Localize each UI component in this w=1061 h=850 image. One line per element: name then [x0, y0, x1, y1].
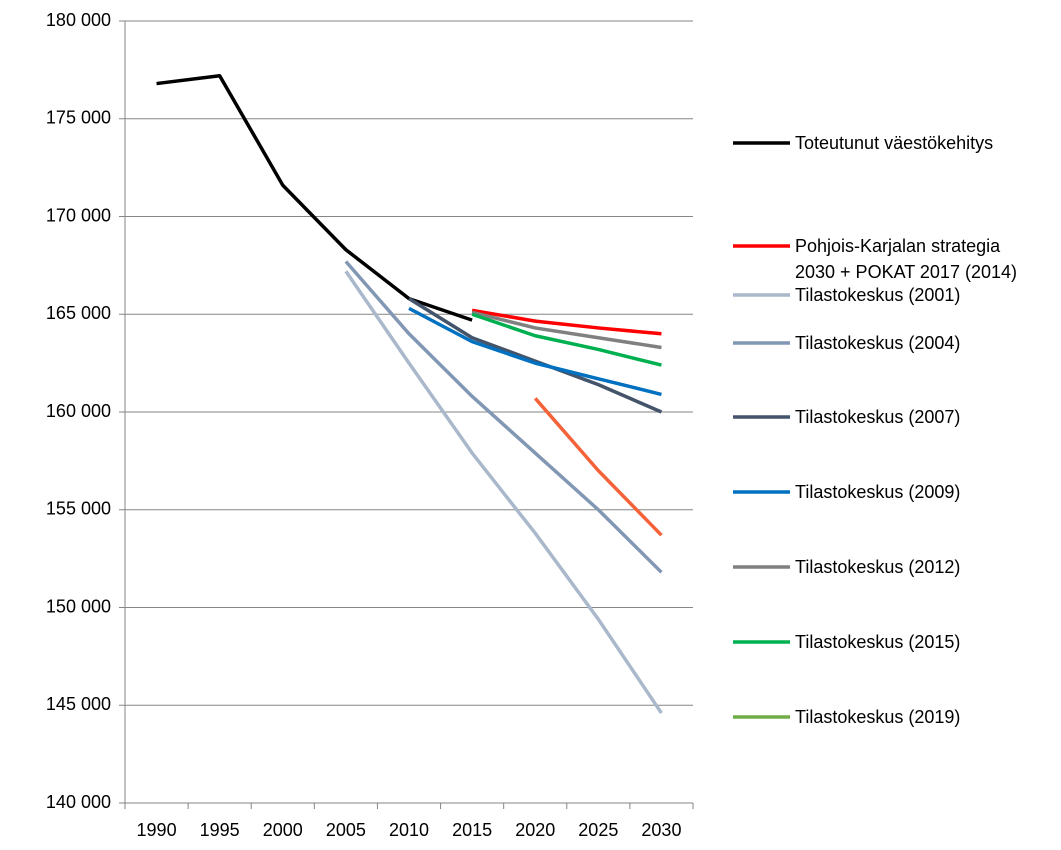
legend-label: Tilastokeskus (2001)	[795, 285, 961, 305]
series-line	[471, 312, 662, 367]
y-tick-label: 145 000	[46, 694, 111, 714]
legend-label: Toteutunut väestökehitys	[795, 133, 994, 153]
legend-label: Tilastokeskus (2007)	[795, 407, 961, 427]
x-tick-label: 1990	[137, 820, 177, 840]
legend-label: Tilastokeskus (2012)	[795, 557, 961, 577]
y-tick-label: 160 000	[46, 401, 111, 421]
legend-label: Tilastokeskus (2009)	[795, 482, 961, 502]
y-tick-label: 180 000	[46, 10, 111, 30]
x-tick-label: 2030	[641, 820, 681, 840]
series-line	[533, 397, 663, 537]
y-tick-label: 150 000	[46, 596, 111, 616]
legend-label: Tilastokeskus (2015)	[795, 632, 961, 652]
series-line	[408, 297, 663, 414]
x-tick-label: 2005	[326, 820, 366, 840]
series-line	[344, 260, 663, 574]
y-tick-label: 155 000	[46, 499, 111, 519]
series-line	[408, 306, 662, 397]
y-tick-label: 140 000	[46, 792, 111, 812]
x-tick-label: 2000	[263, 820, 303, 840]
x-tick-label: 1995	[200, 820, 240, 840]
series-line	[471, 310, 662, 350]
series-line	[344, 270, 663, 715]
series-line	[156, 73, 473, 322]
y-tick-label: 170 000	[46, 205, 111, 225]
x-tick-label: 2020	[515, 820, 555, 840]
series-line	[471, 308, 662, 336]
legend-label: Tilastokeskus (2019)	[795, 707, 961, 727]
legend-label: Pohjois-Karjalan strategia 2030 + POKAT …	[795, 236, 1017, 282]
x-tick-label: 2025	[578, 820, 618, 840]
y-tick-label: 165 000	[46, 303, 111, 323]
legend-label: Tilastokeskus (2004)	[795, 333, 961, 353]
x-tick-label: 2010	[389, 820, 429, 840]
y-tick-label: 175 000	[46, 108, 111, 128]
x-tick-label: 2015	[452, 820, 492, 840]
